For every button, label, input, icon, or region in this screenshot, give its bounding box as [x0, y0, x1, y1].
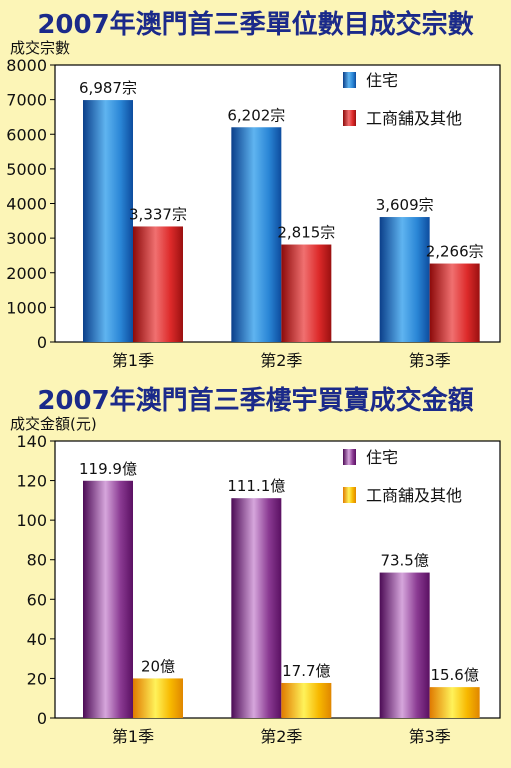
y-tick-label: 0 — [37, 333, 47, 352]
x-tick-label: 第1季 — [112, 351, 154, 370]
y-tick-label: 5000 — [6, 160, 47, 179]
legend-label: 住宅 — [366, 71, 398, 90]
y-tick-label: 6000 — [6, 125, 47, 144]
bar — [429, 263, 480, 342]
bar — [379, 217, 430, 342]
bar — [281, 244, 332, 342]
y-axis-label: 成交金額(元) — [10, 415, 97, 433]
data-label: 20億 — [141, 657, 175, 675]
data-label: 111.1億 — [227, 477, 285, 495]
y-tick-label: 0 — [37, 709, 47, 728]
legend-swatch — [343, 449, 356, 465]
y-tick-label: 60 — [27, 590, 47, 609]
x-tick-label: 第1季 — [112, 727, 154, 746]
y-tick-label: 140 — [16, 432, 47, 451]
data-label: 3,337宗 — [129, 205, 187, 223]
x-tick-label: 第2季 — [260, 351, 302, 370]
bar — [83, 480, 133, 718]
x-tick-label: 第3季 — [409, 727, 451, 746]
y-tick-label: 3000 — [6, 229, 47, 248]
chart-title: 2007年澳門首三季單位數目成交宗數 — [37, 10, 474, 40]
legend-label: 工商舖及其他 — [366, 486, 462, 505]
legend-swatch — [343, 487, 356, 503]
data-label: 6,987宗 — [79, 79, 137, 97]
y-tick-label: 1000 — [6, 298, 47, 317]
legend-label: 住宅 — [366, 448, 398, 467]
y-axis-label: 成交宗數 — [10, 39, 71, 57]
bar — [231, 127, 282, 342]
y-tick-label: 120 — [16, 472, 47, 491]
chart-title: 2007年澳門首三季樓宇買賣成交金額 — [37, 386, 474, 416]
y-tick-label: 2000 — [6, 264, 47, 283]
y-tick-label: 40 — [27, 630, 47, 649]
data-label: 15.6億 — [430, 666, 478, 684]
y-tick-label: 100 — [16, 511, 47, 530]
x-tick-label: 第2季 — [260, 727, 302, 746]
bar — [133, 678, 183, 718]
bar — [133, 226, 183, 342]
legend-label: 工商舖及其他 — [366, 109, 462, 128]
data-label: 2,815宗 — [277, 224, 335, 242]
y-tick-label: 8000 — [6, 56, 47, 75]
data-label: 3,609宗 — [376, 196, 434, 214]
bar — [379, 572, 430, 718]
y-tick-label: 4000 — [6, 195, 47, 214]
data-label: 6,202宗 — [227, 106, 285, 124]
data-label: 119.9億 — [79, 460, 137, 478]
bar — [231, 498, 282, 718]
x-tick-label: 第3季 — [409, 351, 451, 370]
y-tick-label: 20 — [27, 669, 47, 688]
data-label: 2,266宗 — [426, 243, 484, 261]
data-label: 17.7億 — [282, 662, 330, 680]
y-tick-label: 80 — [27, 551, 47, 570]
bar — [429, 687, 480, 718]
data-label: 73.5億 — [380, 552, 428, 570]
y-tick-label: 7000 — [6, 91, 47, 110]
legend-swatch — [343, 72, 356, 88]
bar — [281, 682, 332, 718]
legend-swatch — [343, 110, 356, 126]
bar — [83, 100, 133, 342]
